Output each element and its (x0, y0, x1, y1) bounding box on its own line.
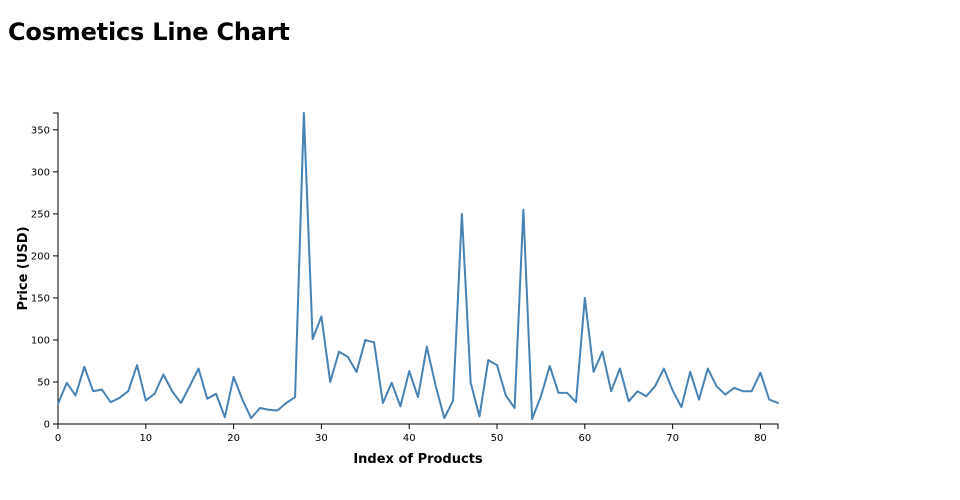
y-tick-label: 350 (31, 125, 50, 136)
x-tick-label: 30 (315, 433, 328, 444)
x-tick-label: 60 (578, 433, 591, 444)
y-tick-label: 100 (31, 335, 50, 346)
x-tick-label: 50 (491, 433, 504, 444)
x-tick-label: 0 (55, 433, 61, 444)
price-series-line (57, 112, 779, 420)
y-tick-label: 50 (37, 377, 50, 388)
y-tick-label: 150 (31, 293, 50, 304)
y-tick-label: 200 (31, 251, 50, 262)
y-tick-label: 250 (31, 209, 50, 220)
x-tick-label: 70 (666, 433, 679, 444)
x-axis-title: Index of Products (353, 452, 483, 467)
x-axis-line (58, 423, 779, 429)
page-title: Cosmetics Line Chart (8, 18, 290, 46)
x-tick-label: 20 (227, 433, 240, 444)
x-tick-label: 80 (754, 433, 767, 444)
y-axis-ticks: 0 50 100 150 200 250 300 350 (31, 125, 58, 431)
x-tick-label: 40 (403, 433, 416, 444)
y-tick-label: 300 (31, 167, 50, 178)
x-axis-ticks: 0 10 20 30 40 50 60 70 80 (55, 424, 767, 444)
x-tick-label: 10 (139, 433, 152, 444)
y-axis-line (53, 112, 59, 424)
y-tick-label: 0 (44, 420, 50, 431)
y-axis-title: Price (USD) (16, 226, 31, 310)
